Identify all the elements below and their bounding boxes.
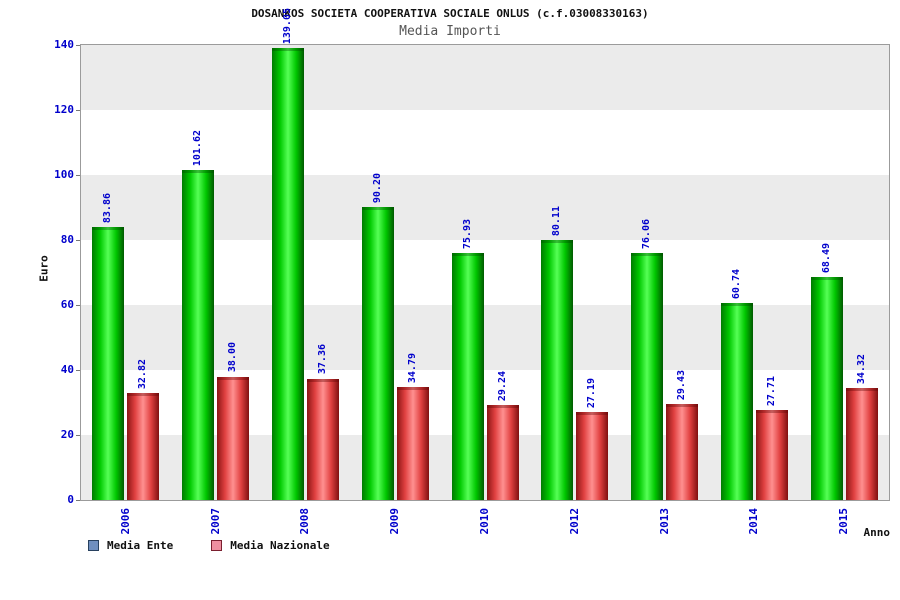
bar-top-cap <box>845 388 878 392</box>
y-tick-label: 100 <box>54 168 74 181</box>
y-tick-mark <box>76 45 80 46</box>
bar-value-label: 80.11 <box>551 205 563 236</box>
legend-swatch-media-ente <box>88 540 99 551</box>
bar-media-ente <box>541 239 574 500</box>
bar-media-nazionale <box>217 376 250 500</box>
bar-value-label: 34.79 <box>406 352 418 383</box>
bar-top-cap <box>755 409 788 413</box>
y-tick-label: 40 <box>60 363 74 376</box>
bar-top-cap <box>306 378 339 382</box>
y-axis-title: Euro <box>37 255 51 282</box>
plot-band <box>81 175 889 240</box>
bar-media-nazionale <box>306 378 339 500</box>
plot-band <box>81 110 889 175</box>
bar-value-label: 75.93 <box>461 219 473 250</box>
x-tick-label: 2007 <box>208 508 222 535</box>
bar-top-cap <box>666 404 699 408</box>
x-tick-label: 2010 <box>478 508 491 535</box>
y-tick-label: 20 <box>60 428 74 441</box>
bar-media-ente <box>451 253 484 500</box>
x-tick-label: 2013 <box>657 508 671 535</box>
bar-value-label: 101.62 <box>192 129 204 166</box>
y-tick-label: 0 <box>67 493 74 506</box>
legend-label-media-ente: Media Ente <box>107 539 174 552</box>
legend: Media Ente Media Nazionale <box>88 539 330 552</box>
bar-media-nazionale <box>845 388 878 500</box>
plot-area: 83.86 32.82 2006 101.62 38.00 2007 139.05 37.36… <box>80 8 890 535</box>
y-tick-mark <box>76 305 80 306</box>
y-tick-mark <box>76 500 80 501</box>
bar-top-cap <box>451 253 484 257</box>
bar-value-label: 27.19 <box>586 377 598 408</box>
chart-subtitle: Media Importi <box>399 24 501 39</box>
bar-media-nazionale <box>396 386 429 500</box>
bar-top-cap <box>486 404 519 408</box>
bar-value-label: 83.86 <box>102 193 114 224</box>
y-tick-label: 140 <box>54 38 74 51</box>
bar-media-ente <box>271 48 304 500</box>
bar-top-cap <box>271 48 304 52</box>
bar-value-label: 32.82 <box>137 359 149 390</box>
bar-top-cap <box>361 206 394 210</box>
bar-value-label: 29.43 <box>676 370 688 401</box>
plot-band <box>81 305 889 370</box>
plot-band <box>81 45 889 110</box>
x-tick-label: 2012 <box>567 508 581 535</box>
bar-media-ente <box>361 206 394 500</box>
bar-media-ente <box>182 169 215 500</box>
y-tick-mark <box>76 370 80 371</box>
y-tick-label: 80 <box>60 233 74 246</box>
bar-top-cap <box>576 411 609 415</box>
legend-label-media-nazionale: Media Nazionale <box>230 539 330 552</box>
bar-top-cap <box>396 386 429 390</box>
bar-top-cap <box>631 252 664 256</box>
bar-top-cap <box>810 277 843 281</box>
bar-value-label: 76.06 <box>641 218 653 249</box>
chart-title: DOSANKOS SOCIETA COOPERATIVA SOCIALE ONL… <box>251 7 649 20</box>
plot-band <box>81 370 889 435</box>
bar-value-label: 90.20 <box>371 172 383 203</box>
bar-value-label: 34.32 <box>855 354 867 385</box>
bar-value-label: 29.24 <box>496 370 508 401</box>
bar-value-label: 60.74 <box>730 268 742 299</box>
bar-value-label: 37.36 <box>316 344 328 375</box>
bar-value-label: 68.49 <box>820 243 832 274</box>
x-tick-label: 2014 <box>747 508 761 535</box>
x-tick-label: 2009 <box>388 508 402 535</box>
legend-swatch-media-nazionale <box>211 540 223 551</box>
bar-media-nazionale <box>486 404 519 500</box>
plot-band <box>81 435 889 500</box>
bar-top-cap <box>541 239 574 243</box>
bar-value-label: 139.05 <box>281 7 293 45</box>
y-tick-mark <box>76 175 80 176</box>
bar-media-ente <box>92 227 125 500</box>
y-tick-label: 60 <box>60 298 74 311</box>
bar-media-nazionale <box>576 411 609 500</box>
legend-item-media-nazionale: Media Nazionale <box>211 539 330 552</box>
bar-top-cap <box>127 393 160 397</box>
plot-band <box>81 240 889 305</box>
bar-media-ente <box>720 302 753 500</box>
bar-value-label: 38.00 <box>227 342 239 373</box>
bar-media-nazionale <box>127 393 160 500</box>
bar-top-cap <box>720 302 753 306</box>
y-tick-mark <box>76 110 80 111</box>
x-tick-label: 2006 <box>118 508 132 535</box>
y-tick-mark <box>76 435 80 436</box>
bar-top-cap <box>92 227 125 231</box>
bar-value-label: 27.71 <box>765 375 777 406</box>
legend-item-media-ente: Media Ente <box>88 539 173 552</box>
x-axis-title: Anno <box>863 526 891 539</box>
y-tick-mark <box>76 240 80 241</box>
bar-top-cap <box>182 169 215 173</box>
bar-media-ente <box>631 252 664 500</box>
bar-media-nazionale <box>755 409 788 500</box>
bar-media-ente <box>810 277 843 500</box>
x-tick-label: 2015 <box>837 508 851 535</box>
x-tick-label: 2008 <box>298 508 312 535</box>
bar-top-cap <box>217 376 250 380</box>
y-tick-label: 120 <box>54 103 74 116</box>
bar-media-nazionale <box>666 404 699 500</box>
